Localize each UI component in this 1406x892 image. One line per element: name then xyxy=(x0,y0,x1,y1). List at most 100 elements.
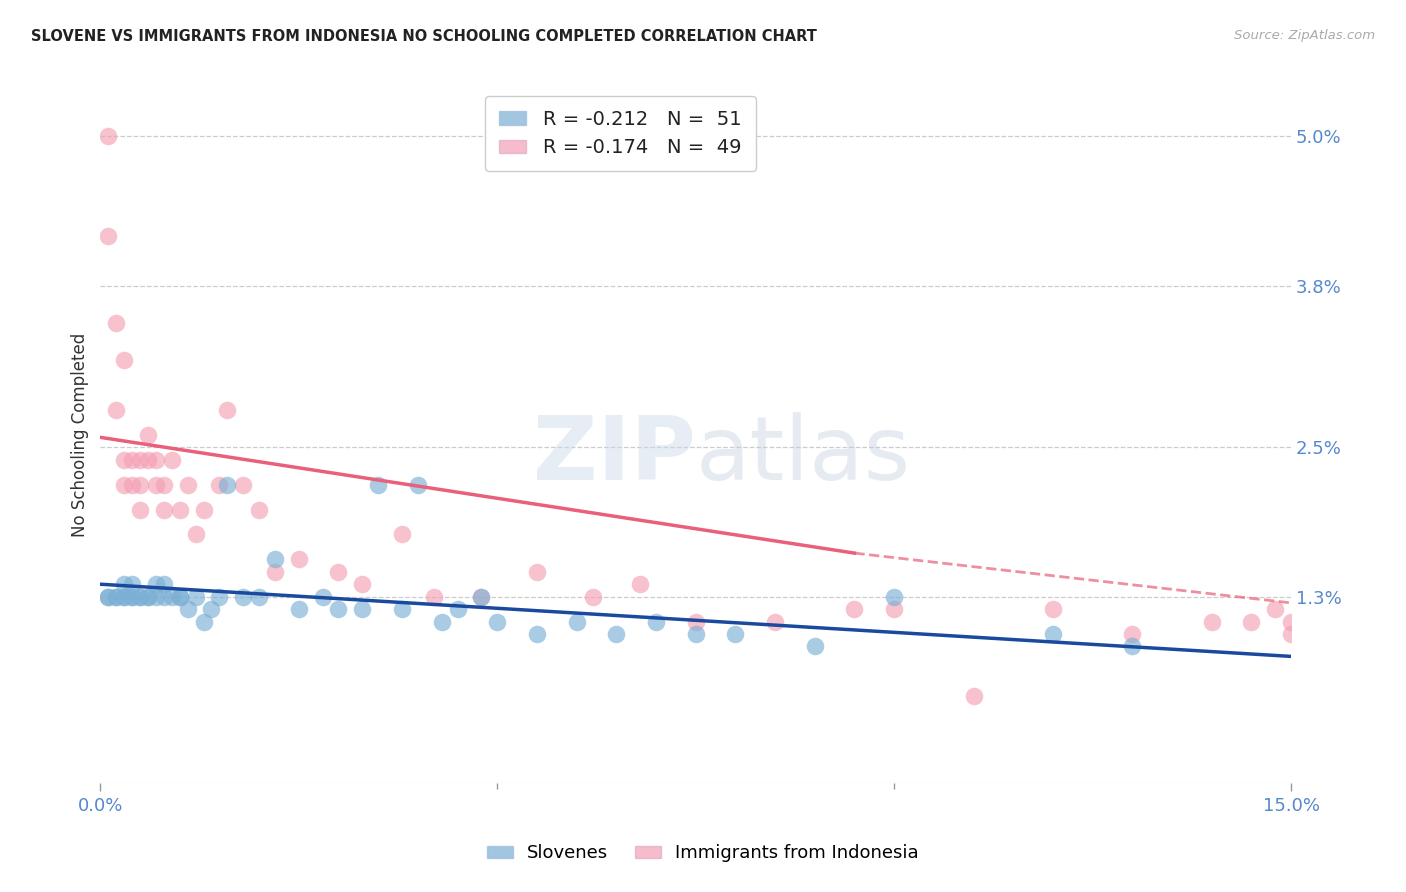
Point xyxy=(129,477,152,491)
Point xyxy=(264,565,287,579)
Point xyxy=(391,602,413,616)
Point xyxy=(1042,627,1064,641)
Point xyxy=(352,577,374,591)
Point xyxy=(121,452,143,467)
Point xyxy=(486,615,509,629)
Point xyxy=(145,452,167,467)
Point xyxy=(160,452,183,467)
Point xyxy=(176,602,198,616)
Point xyxy=(169,590,191,604)
Point xyxy=(129,502,152,516)
Point xyxy=(184,527,207,541)
Point xyxy=(685,615,707,629)
Point xyxy=(112,577,135,591)
Point xyxy=(169,590,191,604)
Point xyxy=(129,590,152,604)
Point xyxy=(145,477,167,491)
Point xyxy=(645,615,668,629)
Point xyxy=(352,602,374,616)
Point xyxy=(129,590,152,604)
Point xyxy=(1279,627,1302,641)
Point xyxy=(112,353,135,368)
Point xyxy=(406,477,429,491)
Point xyxy=(430,615,453,629)
Point xyxy=(328,565,350,579)
Point xyxy=(112,590,135,604)
Point xyxy=(367,477,389,491)
Point xyxy=(217,477,239,491)
Point xyxy=(105,316,128,330)
Point xyxy=(217,403,239,417)
Point xyxy=(153,577,176,591)
Point xyxy=(1042,602,1064,616)
Point xyxy=(470,590,492,604)
Point xyxy=(328,602,350,616)
Point xyxy=(208,590,231,604)
Point xyxy=(136,590,159,604)
Point xyxy=(763,615,786,629)
Point xyxy=(105,403,128,417)
Text: ZIP: ZIP xyxy=(533,412,696,500)
Text: SLOVENE VS IMMIGRANTS FROM INDONESIA NO SCHOOLING COMPLETED CORRELATION CHART: SLOVENE VS IMMIGRANTS FROM INDONESIA NO … xyxy=(31,29,817,44)
Text: Source: ZipAtlas.com: Source: ZipAtlas.com xyxy=(1234,29,1375,42)
Point xyxy=(105,590,128,604)
Point xyxy=(153,502,176,516)
Legend: R = -0.212   N =  51, R = -0.174   N =  49: R = -0.212 N = 51, R = -0.174 N = 49 xyxy=(485,96,755,171)
Point xyxy=(844,602,866,616)
Point xyxy=(105,590,128,604)
Point xyxy=(883,590,905,604)
Y-axis label: No Schooling Completed: No Schooling Completed xyxy=(72,333,89,537)
Point xyxy=(97,590,120,604)
Point xyxy=(121,577,143,591)
Point xyxy=(1121,627,1143,641)
Point xyxy=(97,590,120,604)
Point xyxy=(208,477,231,491)
Point xyxy=(232,590,254,604)
Point xyxy=(193,502,215,516)
Point xyxy=(311,590,333,604)
Point xyxy=(803,640,825,654)
Point xyxy=(112,590,135,604)
Point xyxy=(1240,615,1263,629)
Point xyxy=(422,590,444,604)
Point xyxy=(470,590,492,604)
Point xyxy=(962,690,984,704)
Point xyxy=(685,627,707,641)
Point xyxy=(145,577,167,591)
Point xyxy=(1201,615,1223,629)
Point xyxy=(605,627,627,641)
Point xyxy=(288,602,311,616)
Point xyxy=(97,129,120,144)
Point xyxy=(526,627,548,641)
Point xyxy=(1264,602,1286,616)
Point xyxy=(581,590,603,604)
Point xyxy=(200,602,222,616)
Point xyxy=(121,590,143,604)
Point xyxy=(121,590,143,604)
Point xyxy=(184,590,207,604)
Point xyxy=(1121,640,1143,654)
Point xyxy=(160,590,183,604)
Point xyxy=(129,452,152,467)
Point xyxy=(153,590,176,604)
Point xyxy=(883,602,905,616)
Point xyxy=(628,577,651,591)
Point xyxy=(247,590,270,604)
Point xyxy=(136,452,159,467)
Point xyxy=(724,627,747,641)
Point xyxy=(169,502,191,516)
Point xyxy=(565,615,588,629)
Text: atlas: atlas xyxy=(696,412,911,500)
Point xyxy=(232,477,254,491)
Point xyxy=(112,477,135,491)
Point xyxy=(136,590,159,604)
Point xyxy=(264,552,287,566)
Point xyxy=(153,477,176,491)
Point xyxy=(446,602,468,616)
Point xyxy=(288,552,311,566)
Legend: Slovenes, Immigrants from Indonesia: Slovenes, Immigrants from Indonesia xyxy=(479,838,927,870)
Point xyxy=(136,428,159,442)
Point xyxy=(176,477,198,491)
Point xyxy=(193,615,215,629)
Point xyxy=(112,452,135,467)
